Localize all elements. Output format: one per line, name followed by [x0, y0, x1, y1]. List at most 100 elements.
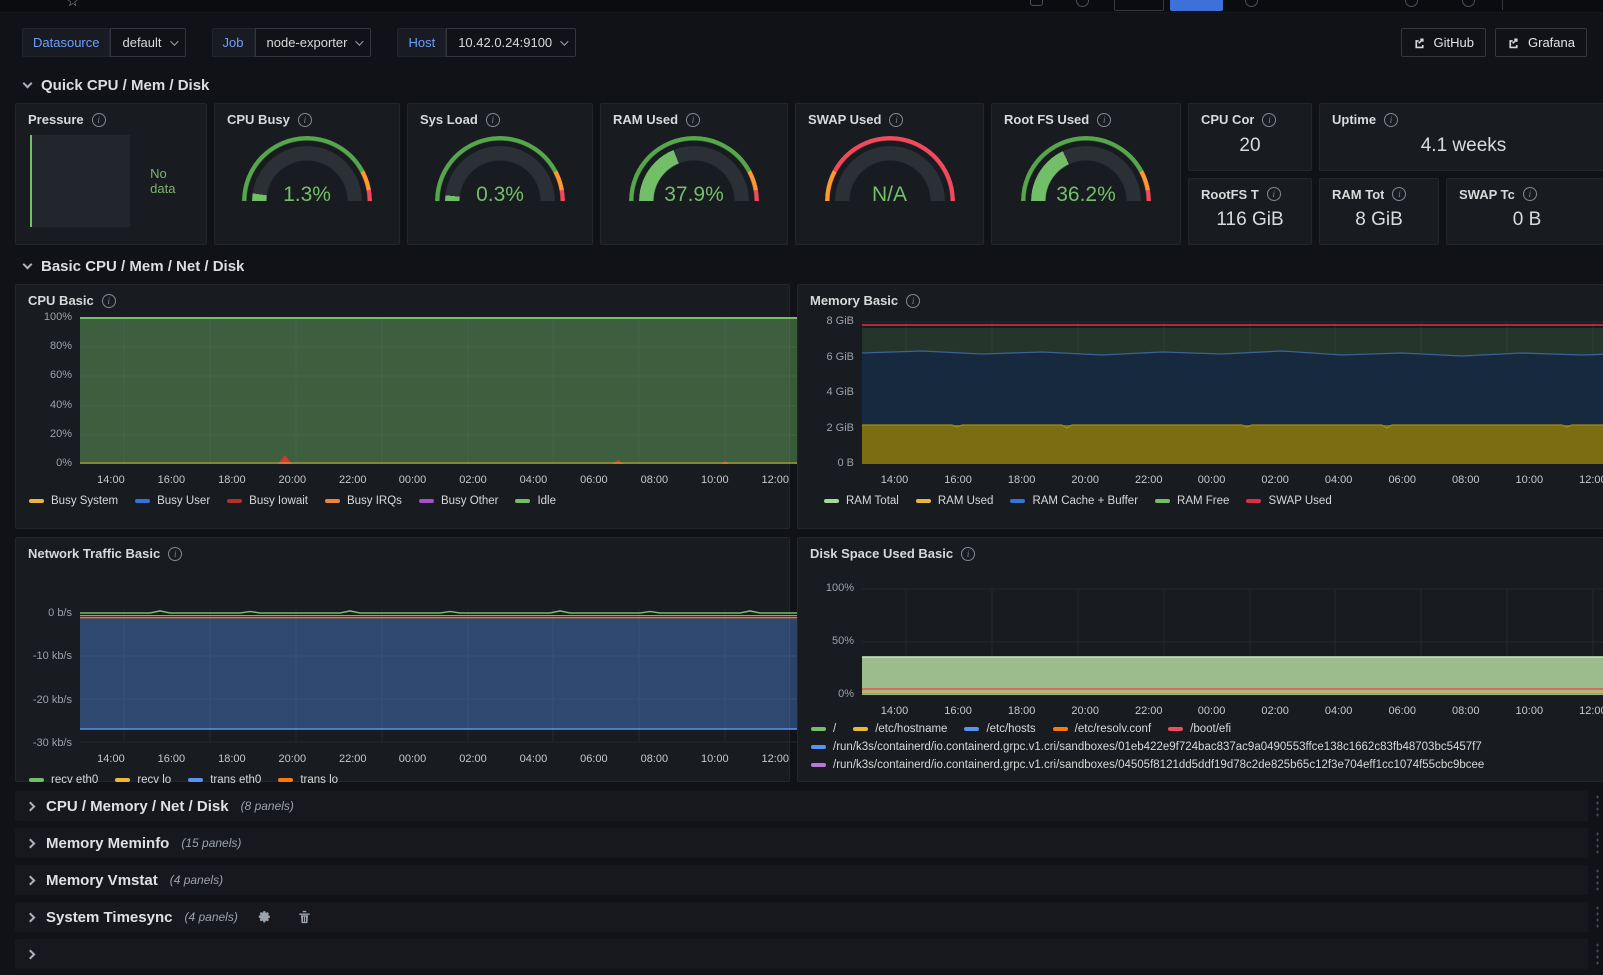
gauge-value: 36.2% [1056, 183, 1116, 206]
disk-plot[interactable]: 100% 50% 0% 14:00 16:00 [798, 565, 1603, 723]
panel-title[interactable]: SWAP Used [808, 112, 882, 127]
panel-title[interactable]: Uptime [1332, 112, 1377, 127]
panel-title[interactable]: Disk Space Used Basic [810, 546, 954, 561]
legend-item[interactable]: Busy Other [418, 495, 498, 507]
panel-title[interactable]: RAM Used [613, 112, 679, 127]
legend-item[interactable]: trans eth0 [188, 774, 261, 786]
row-header-basic[interactable]: Basic CPU / Mem / Net / Disk [22, 258, 1603, 275]
row-settings-gear-icon[interactable] [258, 910, 272, 924]
panel-title[interactable]: CPU Busy [227, 112, 290, 127]
info-icon[interactable]: i [1392, 187, 1407, 201]
panel-title[interactable]: CPU Basic [28, 293, 94, 308]
info-icon[interactable]: i [961, 546, 976, 561]
info-icon[interactable]: i [168, 546, 183, 561]
legend-item-sandbox-1[interactable]: /run/k3s/containerd/io.containerd.grpc.v… [811, 741, 1603, 753]
panel-title[interactable]: RootFS T [1201, 186, 1259, 202]
settings-gear-icon[interactable] [1076, 0, 1089, 7]
legend-item[interactable]: /boot/efi [1168, 723, 1231, 735]
chevron-right-icon [25, 949, 36, 959]
info-icon[interactable]: i [91, 112, 106, 127]
legend-item[interactable]: /etc/hosts [964, 723, 1036, 735]
panel-title[interactable]: Pressure [28, 112, 84, 127]
row-memory-meminfo[interactable]: Memory Meminfo (15 panels) [15, 828, 1600, 858]
info-icon[interactable]: i [906, 293, 921, 308]
legend-item[interactable]: Busy IRQs [324, 495, 402, 507]
panel-count: (15 panels) [181, 836, 242, 850]
legend-item[interactable]: /etc/resolv.conf [1052, 723, 1151, 735]
legend-item[interactable]: Busy Iowait [227, 495, 308, 507]
legend-item[interactable]: Busy User [135, 495, 210, 507]
legend-item[interactable]: Busy System [29, 495, 118, 507]
github-link-button[interactable]: GitHub [1400, 28, 1487, 57]
job-select[interactable]: node-exporter [254, 28, 372, 57]
rootfs-used-gauge: 36.2% [1011, 131, 1161, 207]
panel-network-traffic: Network Traffic Basic i 0 b/s -10 kb/s -2… [15, 537, 1080, 786]
chevron-right-icon [25, 801, 36, 811]
row-delete-trash-icon[interactable] [298, 910, 311, 924]
panel-title[interactable]: CPU Cor [1201, 112, 1255, 127]
network-plot[interactable]: 0 b/s -10 kb/s -20 kb/s -30 kb/s 14: [16, 565, 1080, 771]
cpu-basic-plot[interactable]: 100% 80% 60% 40% 20% 0% [16, 311, 1080, 492]
info-icon[interactable]: i [1266, 187, 1281, 201]
info-icon[interactable]: i [1097, 112, 1112, 127]
row-header-quick[interactable]: Quick CPU / Mem / Disk [22, 77, 1603, 94]
panel-disk-space: Disk Space Used Basic i 100% 50% 0% [797, 537, 1603, 782]
info-icon[interactable]: i [485, 112, 500, 127]
row-drag-handle[interactable] [1595, 794, 1600, 818]
legend-item[interactable]: recv eth0 [29, 774, 98, 786]
legend-item-sandbox-2[interactable]: /run/k3s/containerd/io.containerd.grpc.v… [811, 759, 1603, 771]
star-icon[interactable]: ☆ [66, 0, 80, 10]
panel-add-icon[interactable] [1030, 0, 1043, 6]
host-select[interactable]: 10.42.0.24:9100 [446, 28, 577, 57]
legend-item[interactable]: /etc/hostname [853, 723, 947, 735]
panel-ram-used: RAM Used i 37.9% [600, 103, 788, 245]
panel-sys-load: Sys Load i 0.3% [407, 103, 593, 245]
zoom-out-icon[interactable] [1405, 0, 1418, 7]
info-icon[interactable]: i [1262, 112, 1277, 127]
legend-item[interactable]: RAM Cache + Buffer [1010, 495, 1138, 507]
row-drag-handle[interactable] [1595, 831, 1600, 855]
info-icon[interactable]: i [686, 112, 701, 127]
panel-title[interactable]: Network Traffic Basic [28, 546, 161, 561]
x-tick: 12:00 [1579, 474, 1603, 486]
legend-item[interactable]: trans lo [278, 774, 338, 786]
datasource-select[interactable]: default [110, 28, 186, 57]
panel-rootfs-used: Root FS Used i 36.2% [991, 103, 1181, 245]
info-icon[interactable]: i [101, 293, 116, 308]
cpu-busy-gauge: 1.3% [232, 131, 382, 207]
time-range-picker[interactable] [1114, 0, 1164, 11]
legend-item[interactable]: SWAP Used [1246, 495, 1332, 507]
row-drag-handle[interactable] [1595, 868, 1600, 892]
help-icon[interactable] [1245, 0, 1258, 7]
grafana-link-button[interactable]: Grafana [1495, 28, 1587, 57]
row-drag-handle[interactable] [1595, 942, 1600, 966]
legend-item[interactable]: RAM Free [1155, 495, 1229, 507]
x-tick: 08:00 [1451, 705, 1480, 717]
info-icon[interactable]: i [1522, 187, 1537, 201]
legend-item[interactable]: RAM Used [915, 495, 993, 507]
row-drag-handle[interactable] [1595, 905, 1600, 929]
panel-title[interactable]: Sys Load [420, 112, 478, 127]
x-tick: 22:00 [338, 474, 367, 486]
legend-item[interactable]: RAM Total [824, 495, 899, 507]
panel-title[interactable]: SWAP Tc [1459, 186, 1515, 202]
x-tick: 16:00 [157, 753, 186, 765]
refresh-button[interactable] [1170, 0, 1223, 11]
panel-title[interactable]: Memory Basic [810, 293, 899, 308]
row-memory-vmstat[interactable]: Memory Vmstat (4 panels) [15, 865, 1600, 895]
panel-pressure: Pressure i No data [15, 103, 207, 245]
row-system-timesync[interactable]: System Timesync (4 panels) [15, 902, 1600, 932]
info-icon[interactable]: i [297, 112, 312, 127]
legend-item[interactable]: Idle [515, 495, 556, 507]
memory-basic-plot[interactable]: 8 GiB 6 GiB 4 GiB 2 GiB 0 B [798, 312, 1603, 492]
row-partial-cut[interactable] [15, 939, 1600, 969]
panel-title[interactable]: RAM Tot [1332, 186, 1385, 202]
row-cpu-memory-net-disk[interactable]: CPU / Memory / Net / Disk (8 panels) [15, 791, 1600, 821]
legend-item[interactable]: / [811, 723, 836, 735]
refresh-interval-icon[interactable] [1462, 0, 1475, 7]
info-icon[interactable]: i [889, 112, 904, 127]
x-tick: 10:00 [1515, 705, 1544, 717]
legend-item[interactable]: recv lo [115, 774, 171, 786]
info-icon[interactable]: i [1384, 112, 1399, 127]
panel-title[interactable]: Root FS Used [1004, 112, 1090, 127]
